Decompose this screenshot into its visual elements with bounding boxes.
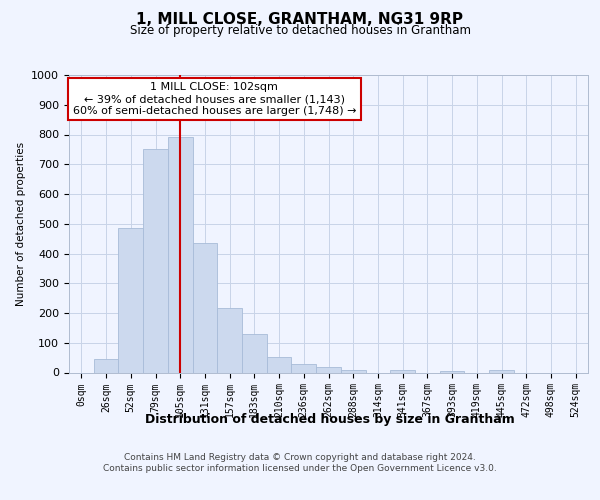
Text: 1 MILL CLOSE: 102sqm
← 39% of detached houses are smaller (1,143)
60% of semi-de: 1 MILL CLOSE: 102sqm ← 39% of detached h… bbox=[73, 82, 356, 116]
Text: Contains HM Land Registry data © Crown copyright and database right 2024.: Contains HM Land Registry data © Crown c… bbox=[124, 452, 476, 462]
Text: Distribution of detached houses by size in Grantham: Distribution of detached houses by size … bbox=[145, 412, 515, 426]
Bar bbox=[217, 308, 242, 372]
Bar bbox=[292, 364, 316, 372]
Bar bbox=[390, 370, 415, 372]
Bar bbox=[341, 370, 365, 372]
Bar bbox=[193, 243, 217, 372]
Bar bbox=[242, 334, 267, 372]
Text: 1, MILL CLOSE, GRANTHAM, NG31 9RP: 1, MILL CLOSE, GRANTHAM, NG31 9RP bbox=[137, 12, 464, 28]
Bar bbox=[118, 228, 143, 372]
Bar bbox=[143, 150, 168, 372]
Y-axis label: Number of detached properties: Number of detached properties bbox=[16, 142, 26, 306]
Bar bbox=[316, 367, 341, 372]
Bar bbox=[168, 138, 193, 372]
Bar bbox=[94, 359, 118, 372]
Bar bbox=[440, 371, 464, 372]
Text: Size of property relative to detached houses in Grantham: Size of property relative to detached ho… bbox=[130, 24, 470, 37]
Bar bbox=[489, 370, 514, 372]
Bar bbox=[267, 356, 292, 372]
Text: Contains public sector information licensed under the Open Government Licence v3: Contains public sector information licen… bbox=[103, 464, 497, 473]
